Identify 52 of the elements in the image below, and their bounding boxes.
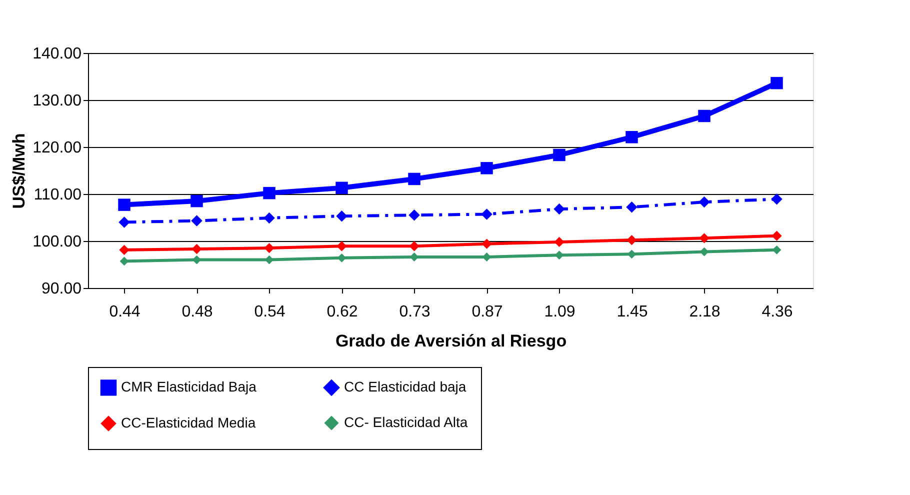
y-axis-title: US$/Mwh bbox=[10, 133, 29, 209]
y-tick-label: 140.00 bbox=[32, 46, 82, 62]
point bbox=[118, 216, 130, 228]
point bbox=[770, 76, 783, 90]
x-tick-label: 0.48 bbox=[182, 304, 213, 320]
x-tick-label: 0.87 bbox=[472, 304, 503, 320]
x-tick-label: 0.73 bbox=[399, 304, 430, 320]
point bbox=[626, 234, 637, 246]
point bbox=[408, 210, 420, 221]
y-tick-label: 90.00 bbox=[41, 280, 82, 298]
point bbox=[698, 110, 710, 122]
x-axis-title: Grado de Aversión al Riesgo bbox=[335, 332, 567, 350]
y-tick-label: 130.00 bbox=[32, 92, 82, 110]
x-tick-label: 2.18 bbox=[689, 304, 720, 320]
point bbox=[554, 203, 565, 215]
point bbox=[626, 202, 638, 213]
point bbox=[191, 215, 202, 226]
x-tick-label: 0.62 bbox=[326, 304, 358, 320]
point bbox=[336, 182, 348, 194]
point bbox=[119, 244, 130, 256]
point bbox=[771, 194, 782, 205]
y-tick-label: 100.00 bbox=[32, 234, 82, 250]
point bbox=[772, 230, 782, 241]
x-tick-label: 4.36 bbox=[762, 304, 793, 320]
x-tick-label: 0.54 bbox=[254, 304, 286, 320]
y-tick-label: 120.00 bbox=[32, 140, 82, 156]
point bbox=[336, 210, 348, 222]
point bbox=[192, 244, 202, 254]
point bbox=[699, 233, 710, 244]
legend-label: CMR Elasticidad Baja bbox=[121, 378, 257, 395]
point bbox=[264, 242, 274, 254]
point bbox=[409, 241, 420, 252]
point bbox=[118, 198, 130, 211]
point bbox=[480, 162, 493, 174]
x-tick-label: 1.09 bbox=[544, 304, 576, 320]
point bbox=[553, 148, 566, 162]
point bbox=[336, 241, 347, 252]
x-tick-label: 1.45 bbox=[616, 304, 648, 320]
point bbox=[554, 236, 564, 248]
point bbox=[481, 208, 492, 220]
legend-label: CC- Elasticidad Alta bbox=[344, 414, 468, 430]
point bbox=[190, 194, 203, 208]
point bbox=[626, 131, 638, 144]
point bbox=[482, 238, 492, 249]
x-tick-label: 0.44 bbox=[109, 304, 140, 320]
point bbox=[263, 186, 276, 200]
y-tick-label: 110.00 bbox=[34, 186, 82, 204]
point bbox=[698, 196, 710, 208]
legend-label: CC Elasticidad baja bbox=[344, 378, 466, 395]
point bbox=[264, 212, 275, 224]
legend-label: CC-Elasticidad Media bbox=[121, 414, 256, 430]
point bbox=[408, 172, 420, 186]
